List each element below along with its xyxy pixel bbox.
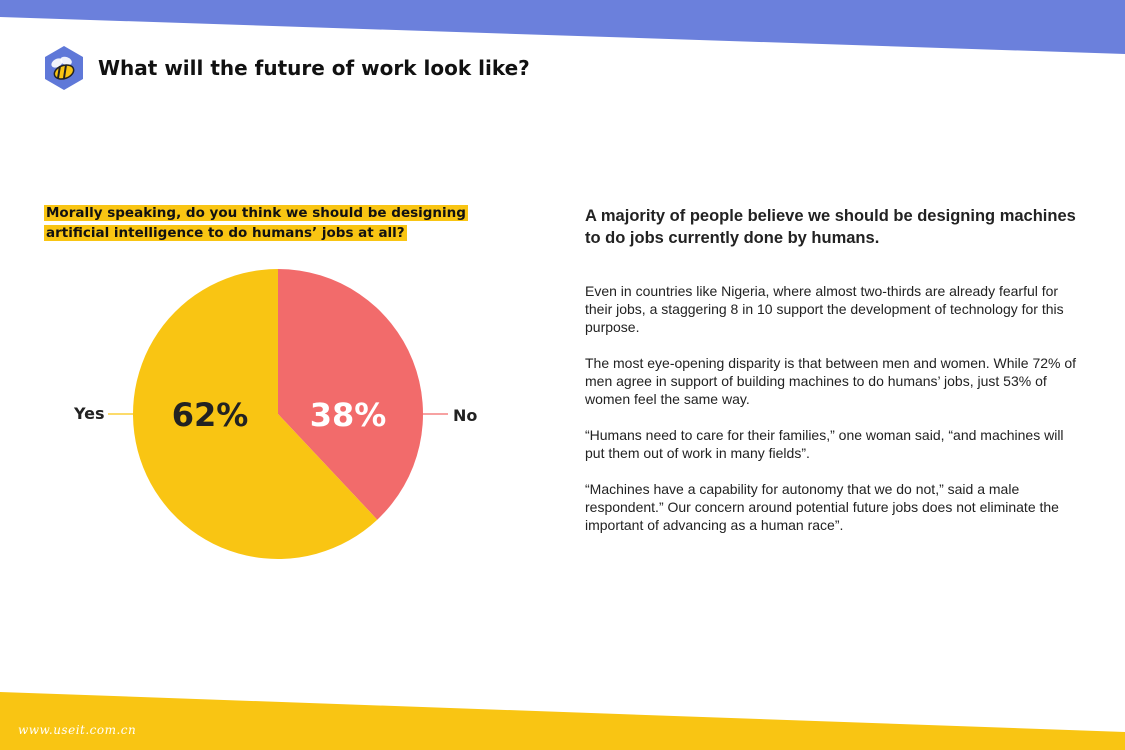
top-decorative-band <box>0 0 1125 54</box>
no-value-label: 38% <box>310 396 387 434</box>
survey-question: Morally speaking, do you think we should… <box>44 203 524 243</box>
watermark: www.useit.com.cn <box>18 723 137 737</box>
page-title: What will the future of work look like? <box>98 56 530 80</box>
yes-label: Yes <box>73 404 105 423</box>
yes-value-label: 62% <box>172 396 249 434</box>
article-paragraph-2: The most eye-opening disparity is that b… <box>585 355 1077 407</box>
bottom-band-shape <box>0 692 1125 750</box>
article-paragraph-4: “Machines have a capability for autonomy… <box>585 481 1059 533</box>
pie-slice-no <box>278 269 423 520</box>
bee-icon <box>45 46 83 90</box>
top-band-shape <box>0 0 1125 54</box>
no-label: No <box>453 406 477 425</box>
article-paragraph-3: “Humans need to care for their families,… <box>585 427 1064 461</box>
article-paragraph-1: Even in countries like Nigeria, where al… <box>585 283 1064 335</box>
survey-question-text: Morally speaking, do you think we should… <box>44 205 468 241</box>
article-headline: A majority of people believe we should b… <box>585 207 1076 247</box>
pie-slices <box>133 269 423 559</box>
bottom-decorative-band <box>0 692 1125 750</box>
pie-slice-yes <box>133 269 378 559</box>
pie-chart: Yes No 62% 38% <box>73 269 477 559</box>
article-body: Even in countries like Nigeria, where al… <box>585 282 1085 552</box>
